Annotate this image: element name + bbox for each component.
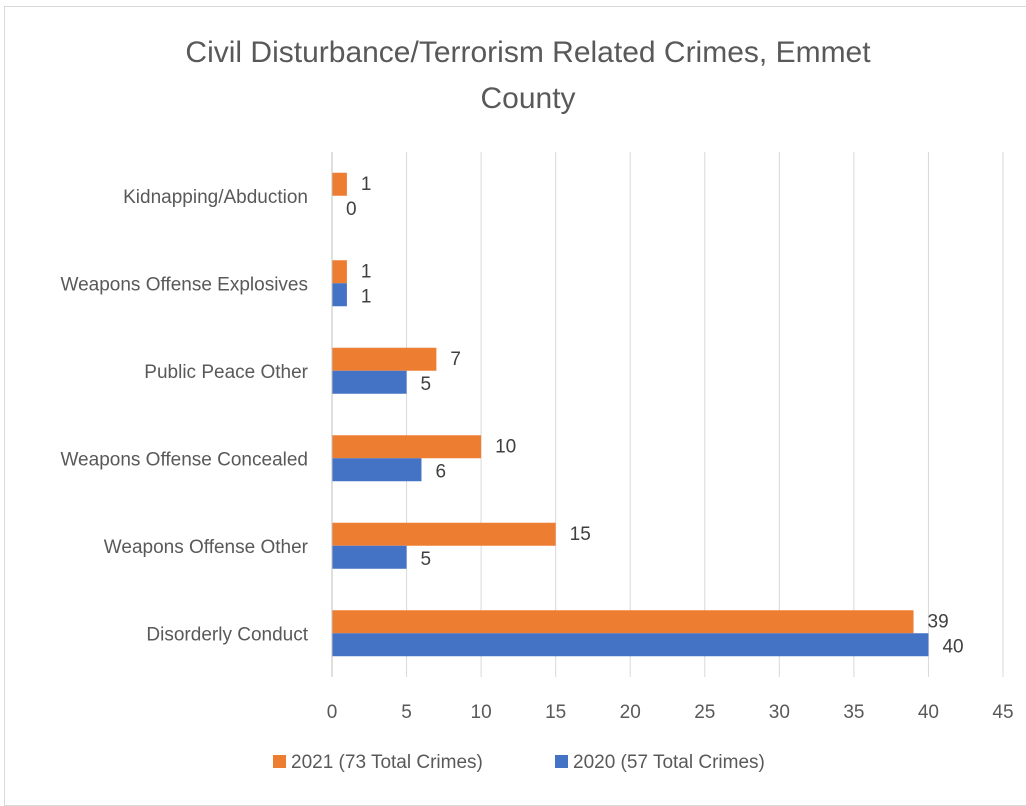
legend-swatch-0 <box>273 755 286 768</box>
data-label-2020-5: 40 <box>942 636 963 657</box>
bar-2021-5 <box>332 610 914 634</box>
data-label-2021-1: 1 <box>361 261 372 282</box>
category-label-4: Weapons Offense Other <box>104 537 309 558</box>
chart-title-line-1: Civil Disturbance/Terrorism Related Crim… <box>185 36 871 69</box>
chart-title-line-2: County <box>480 82 575 115</box>
chart-frame <box>4 6 1026 806</box>
category-label-5: Disorderly Conduct <box>146 624 308 645</box>
legend-label-0: 2021 (73 Total Crimes) <box>291 752 483 773</box>
bar-2021-4 <box>332 522 556 546</box>
bar-2020-3 <box>332 458 422 482</box>
chart-title: Civil Disturbance/Terrorism Related Crim… <box>185 36 871 115</box>
x-tick-label-5: 5 <box>401 702 412 723</box>
bar-2021-0 <box>332 172 347 196</box>
bar-2021-1 <box>332 260 347 284</box>
category-label-2: Public Peace Other <box>144 362 308 383</box>
category-label-1: Weapons Offense Explosives <box>61 274 309 295</box>
legend: 2021 (73 Total Crimes) 2020 (57 Total Cri… <box>273 752 765 773</box>
x-tick-label-30: 30 <box>769 702 790 723</box>
bars <box>332 172 929 657</box>
bar-2020-5 <box>332 633 929 657</box>
data-label-2020-2: 5 <box>421 374 432 395</box>
legend-swatch-1 <box>555 755 568 768</box>
x-tick-labels: 0 5 10 15 20 25 30 35 40 45 <box>327 702 1014 723</box>
gridlines <box>406 152 1004 677</box>
data-label-2020-3: 6 <box>435 461 446 482</box>
bar-2020-1 <box>332 283 347 307</box>
x-tick-label-35: 35 <box>843 702 864 723</box>
data-label-2020-0: 0 <box>346 199 357 220</box>
x-tick-label-10: 10 <box>471 702 492 723</box>
data-label-2021-2: 7 <box>450 349 461 370</box>
category-label-0: Kidnapping/Abduction <box>123 187 308 208</box>
data-label-2021-4: 15 <box>570 524 591 545</box>
bar-2020-2 <box>332 370 407 394</box>
x-tick-label-45: 45 <box>992 702 1013 723</box>
x-tick-label-40: 40 <box>918 702 939 723</box>
data-label-2021-5: 39 <box>928 611 949 632</box>
data-label-2021-0: 1 <box>361 174 372 195</box>
category-labels: Kidnapping/Abduction Weapons Offense Expl… <box>60 187 308 646</box>
legend-label-1: 2020 (57 Total Crimes) <box>573 752 765 773</box>
x-tick-label-0: 0 <box>327 702 338 723</box>
bar-2020-4 <box>332 545 407 569</box>
x-tick-label-15: 15 <box>545 702 566 723</box>
x-tick-label-25: 25 <box>694 702 715 723</box>
data-label-2020-1: 1 <box>361 286 372 307</box>
bar-2021-2 <box>332 347 437 371</box>
category-label-3: Weapons Offense Concealed <box>60 449 308 470</box>
data-label-2020-4: 5 <box>421 549 432 570</box>
x-tick-label-20: 20 <box>620 702 641 723</box>
data-label-2021-3: 10 <box>495 436 516 457</box>
bar-2021-3 <box>332 435 482 459</box>
